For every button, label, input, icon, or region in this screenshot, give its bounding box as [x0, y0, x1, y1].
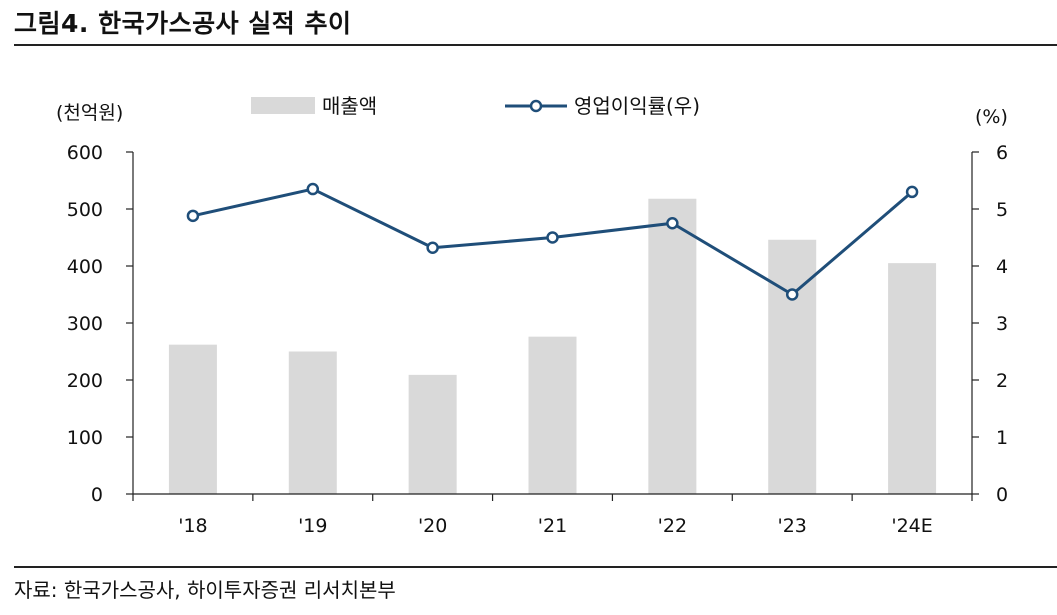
- y-left-tick-label-2: 200: [67, 370, 103, 392]
- margin-point-1: [306, 182, 320, 196]
- title-divider: [14, 44, 1057, 46]
- bar-5: [768, 239, 817, 494]
- margin-point-4: [666, 217, 679, 230]
- x-tick-label-4: '22: [658, 515, 687, 537]
- x-tick-label-2: '20: [418, 515, 447, 537]
- margin-point-0: [186, 209, 200, 223]
- x-ticks: '18 '19 '20 '21 '22 '23 '24E: [132, 494, 973, 537]
- y-right-tick-label-4: 4: [996, 256, 1008, 278]
- margin-point-6: [905, 185, 919, 199]
- legend-bar-swatch: [251, 97, 315, 114]
- source-divider: [14, 566, 1057, 568]
- legend-line-marker: [529, 99, 543, 113]
- bar-2: [408, 374, 457, 494]
- y-right-tick-label-5: 5: [996, 199, 1008, 221]
- y-right-tick-label-3: 3: [996, 313, 1008, 335]
- legend-bar-label: 매출액: [322, 94, 377, 118]
- legend: 매출액 영업이익률(우): [251, 94, 700, 118]
- y-right-tick-label-2: 2: [996, 370, 1008, 392]
- bar-6: [888, 263, 937, 494]
- chart: (천억원) (%) 매출액 영업이익률(우) 0 100 200 300 400 500 6…: [56, 94, 1008, 537]
- bar-1: [288, 351, 337, 494]
- y-left-tick-label-5: 500: [67, 199, 103, 221]
- y-left-axis-label: (천억원): [56, 102, 123, 124]
- y-left-tick-label-3: 300: [67, 313, 103, 335]
- y-left-tick-label-6: 600: [67, 142, 103, 164]
- bar-3: [528, 336, 577, 494]
- legend-line-label: 영업이익률(우): [574, 94, 700, 118]
- y-right-tick-label-0: 0: [996, 484, 1008, 506]
- margin-point-5: [785, 288, 799, 301]
- y-right-tick-label-6: 6: [996, 142, 1008, 164]
- y-right-tick-label-1: 1: [996, 427, 1008, 449]
- bar-4: [648, 198, 697, 495]
- x-tick-label-6: '24E: [891, 515, 932, 537]
- x-tick-label-1: '19: [298, 515, 327, 537]
- y-left-tick-label-4: 400: [67, 256, 103, 278]
- bar-series: [168, 198, 937, 495]
- x-tick-label-0: '18: [178, 515, 207, 537]
- line-series: [186, 182, 919, 301]
- x-tick-label-5: '23: [778, 515, 807, 537]
- y-left-ticks: 0 100 200 300 400 500 600: [67, 142, 133, 506]
- figure-title: 그림4. 한국가스공사 실적 추이: [14, 9, 352, 38]
- bar-0: [168, 344, 217, 494]
- x-tick-label-3: '21: [538, 515, 567, 537]
- source-note: 자료: 한국가스공사, 하이투자증권 리서치본부: [14, 578, 396, 602]
- y-left-tick-label-0: 0: [91, 484, 103, 506]
- y-right-axis-label: (%): [975, 106, 1008, 128]
- y-left-tick-label-1: 100: [67, 427, 103, 449]
- margin-point-2: [426, 241, 439, 255]
- y-right-ticks: 0 1 2 3 4 5 6: [972, 142, 1008, 506]
- margin-point-3: [546, 231, 559, 244]
